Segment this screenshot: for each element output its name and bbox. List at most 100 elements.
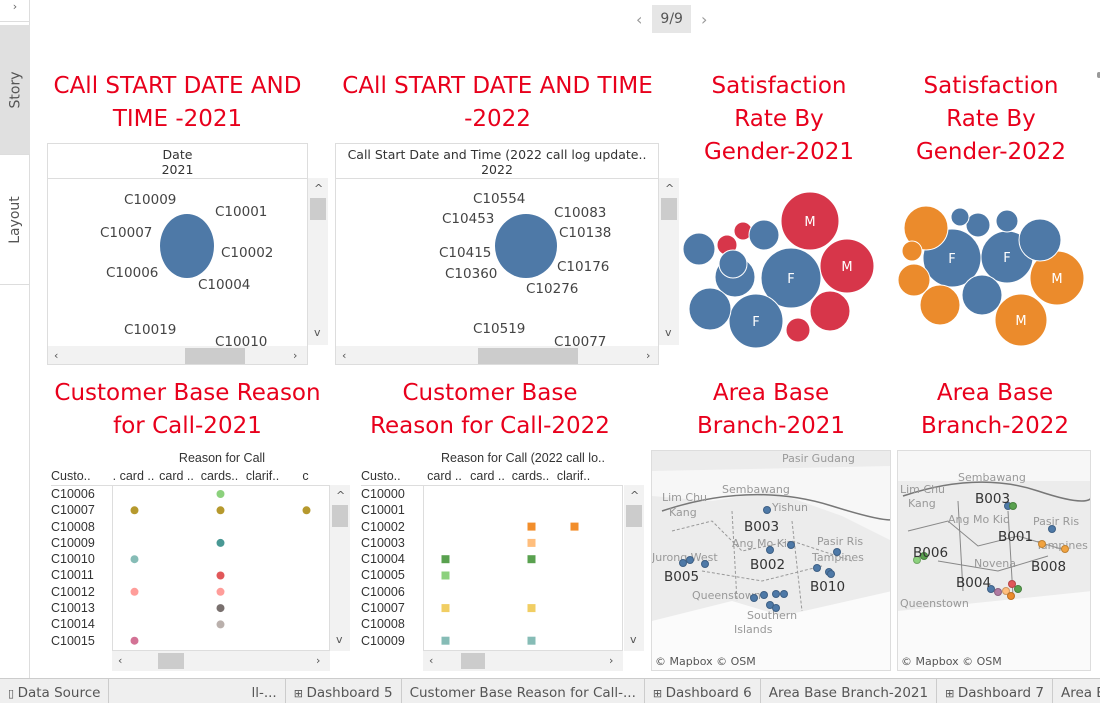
- mark[interactable]: [216, 490, 225, 498]
- sheet-tab[interactable]: Area Base Branch-2021: [761, 679, 938, 703]
- area-2021-map[interactable]: © Mapbox © OSM Pasir Gudang Sembawang Lim …: [651, 450, 891, 671]
- expand-sidebar-button[interactable]: ›: [0, 0, 30, 22]
- sheet-tab[interactable]: ⊞ Dashboard 7: [937, 679, 1053, 703]
- mark[interactable]: [216, 538, 225, 547]
- gender-bubble[interactable]: [961, 274, 1003, 316]
- column-header[interactable]: cards..: [511, 469, 550, 483]
- mark[interactable]: [441, 604, 450, 613]
- column-header[interactable]: card ..: [427, 469, 462, 483]
- column-header[interactable]: clarif..: [556, 469, 591, 483]
- gender-bubble[interactable]: [760, 247, 822, 309]
- column-header[interactable]: cards..: [200, 469, 239, 483]
- gender-bubble[interactable]: [809, 290, 851, 332]
- gender-bubble[interactable]: [1018, 218, 1062, 262]
- vertical-scrollbar[interactable]: ^ v: [659, 178, 679, 345]
- column-header[interactable]: card ..: [470, 469, 505, 483]
- horizontal-scrollbar[interactable]: ‹ ›: [423, 651, 623, 671]
- branch-point[interactable]: [760, 591, 768, 599]
- branch-point[interactable]: [1002, 587, 1010, 595]
- horizontal-scrollbar[interactable]: ‹ ›: [48, 346, 307, 364]
- column-header[interactable]: card ..: [159, 469, 194, 483]
- sheet-tab[interactable]: ll-...: [101, 679, 286, 703]
- tab-story[interactable]: Story: [0, 25, 30, 155]
- bubble[interactable]: [160, 214, 214, 278]
- mark[interactable]: [216, 604, 225, 613]
- mark[interactable]: [527, 636, 536, 645]
- gender-bubble[interactable]: [718, 249, 748, 279]
- branch-point[interactable]: [1038, 540, 1046, 548]
- chevron-right-icon[interactable]: ›: [700, 9, 708, 29]
- mark[interactable]: [130, 636, 139, 645]
- branch-point[interactable]: [1008, 580, 1016, 588]
- sheet-tab[interactable]: ▯ Data Source: [0, 679, 110, 703]
- page-indicator[interactable]: 9/9: [652, 5, 691, 33]
- mark[interactable]: [527, 604, 536, 613]
- branch-point[interactable]: [1048, 525, 1056, 533]
- branch-point[interactable]: [780, 590, 788, 598]
- mark[interactable]: [570, 522, 579, 531]
- sheet-tab[interactable]: Customer Base Reason for Call-...: [402, 679, 645, 703]
- sheet-tab[interactable]: ⊞ Dashboard 6: [645, 679, 761, 703]
- gender-bubble[interactable]: [728, 293, 784, 349]
- mark[interactable]: [130, 506, 139, 515]
- gender-bubble[interactable]: [965, 212, 991, 238]
- gender-bubble[interactable]: [785, 317, 811, 343]
- branch-point[interactable]: [686, 556, 694, 564]
- gender-bubble[interactable]: [688, 287, 732, 331]
- branch-point[interactable]: [827, 570, 835, 578]
- mark[interactable]: [441, 636, 450, 645]
- branch-point[interactable]: [750, 594, 758, 602]
- branch-point[interactable]: [920, 552, 928, 560]
- sheet-tab[interactable]: Area Base Branc: [1053, 679, 1100, 703]
- mark[interactable]: [216, 587, 225, 596]
- branch-point[interactable]: [1014, 585, 1022, 593]
- column-header[interactable]: . card ..: [112, 469, 155, 483]
- vertical-scrollbar[interactable]: ^ v: [624, 485, 644, 651]
- branch-point[interactable]: [763, 506, 771, 514]
- mark[interactable]: [527, 538, 536, 547]
- horizontal-scrollbar[interactable]: ‹ ›: [336, 346, 658, 364]
- gender-bubble[interactable]: [950, 207, 970, 227]
- mark[interactable]: [216, 506, 225, 515]
- horizontal-scrollbar[interactable]: ‹ ›: [112, 651, 330, 671]
- column-header[interactable]: clarif..: [245, 469, 280, 483]
- mark[interactable]: [130, 555, 139, 564]
- mark[interactable]: [216, 620, 225, 629]
- mark[interactable]: [130, 587, 139, 596]
- gender-bubble[interactable]: [995, 209, 1019, 233]
- gender-bubble[interactable]: [682, 232, 716, 266]
- branch-point[interactable]: [679, 559, 687, 567]
- branch-point[interactable]: [813, 564, 821, 572]
- gender-bubble[interactable]: [897, 263, 931, 297]
- mark[interactable]: [527, 555, 536, 564]
- branch-point[interactable]: [913, 556, 921, 564]
- area-2022-map[interactable]: © Mapbox © OSM Lim Chu Kang Sembawang Ang M…: [897, 450, 1091, 671]
- mark[interactable]: [527, 522, 536, 531]
- branch-point[interactable]: [994, 588, 1002, 596]
- mark[interactable]: [441, 555, 450, 564]
- branch-point[interactable]: [833, 548, 841, 556]
- mark[interactable]: [216, 571, 225, 580]
- branch-point[interactable]: [701, 560, 709, 568]
- mark[interactable]: [302, 506, 311, 515]
- gender-bubble[interactable]: [780, 191, 840, 251]
- branch-point[interactable]: [1009, 502, 1017, 510]
- branch-point[interactable]: [772, 590, 780, 598]
- vertical-scrollbar[interactable]: ^ v: [308, 178, 328, 345]
- gender-bubble[interactable]: [819, 238, 875, 294]
- branch-point[interactable]: [766, 546, 774, 554]
- gender-bubble[interactable]: [748, 219, 780, 251]
- column-header[interactable]: c: [302, 469, 309, 483]
- gender-bubble[interactable]: [994, 293, 1048, 347]
- chevron-left-icon[interactable]: ‹: [636, 9, 643, 29]
- branch-point[interactable]: [1061, 545, 1069, 553]
- sheet-tab[interactable]: ⊞ Dashboard 5: [286, 679, 402, 703]
- gender-bubble[interactable]: [903, 205, 949, 251]
- branch-point[interactable]: [1007, 592, 1015, 600]
- branch-point[interactable]: [787, 541, 795, 549]
- tab-layout[interactable]: Layout: [0, 155, 30, 285]
- gender-bubble[interactable]: [901, 240, 923, 262]
- gender-bubble[interactable]: [919, 284, 961, 326]
- bubble[interactable]: [495, 214, 557, 278]
- branch-point[interactable]: [772, 604, 780, 612]
